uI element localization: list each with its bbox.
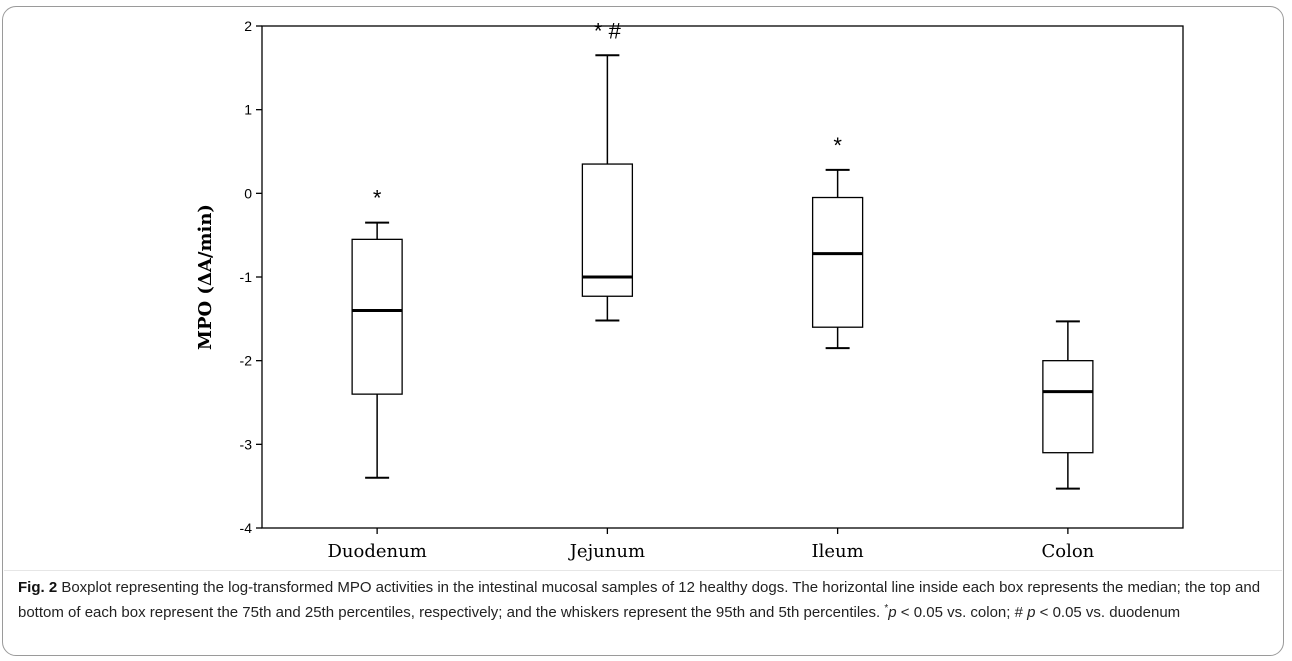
iqr-box — [581, 163, 634, 297]
y-tick-label: -1 — [240, 269, 253, 285]
box-ileum: * — [811, 133, 864, 350]
significance-marker: * — [373, 186, 382, 211]
y-axis-title: MPO (ΔA/min) — [195, 204, 216, 350]
y-tick-label: -3 — [240, 436, 253, 452]
x-tick-label: Duodenum — [327, 541, 426, 562]
iqr-box — [811, 196, 864, 328]
caption-p-symbol-1: p — [888, 604, 897, 621]
caption-significance-1: < 0.05 vs. colon; # — [896, 604, 1028, 621]
significance-marker: * # — [594, 18, 622, 43]
caption-divider — [4, 570, 1282, 571]
y-tick-label: 1 — [244, 102, 252, 118]
figure-label: Fig. 2 — [18, 579, 58, 596]
x-tick-label: Colon — [1041, 541, 1094, 562]
y-tick-label: 2 — [244, 18, 252, 34]
y-tick-label: 0 — [244, 185, 252, 201]
caption-p-symbol-2: p — [1027, 604, 1036, 621]
box-duodenum: * — [351, 186, 403, 479]
boxplot-chart: 210-1-2-3-4 Duodenum Jejunum Ileum Colon **… — [195, 18, 1184, 562]
box-colon — [1042, 320, 1094, 490]
x-axis: Duodenum Jejunum Ileum Colon — [327, 528, 1095, 562]
y-tick-label: -2 — [240, 353, 253, 369]
caption-significance-2: < 0.05 vs. duodenum — [1035, 604, 1181, 621]
iqr-box — [1042, 360, 1094, 454]
y-axis: 2 1 0 -1 -2 -3 -4 — [240, 18, 262, 536]
y-tick-label: -4 — [240, 520, 253, 536]
significance-marker: * — [833, 133, 842, 158]
iqr-box — [351, 238, 403, 395]
figure-caption: Fig. 2 Boxplot representing the log-tran… — [18, 577, 1273, 623]
x-tick-label: Ileum — [812, 541, 864, 562]
box-jejunum: * # — [581, 18, 634, 322]
x-tick-label: Jejunum — [568, 541, 645, 562]
caption-main-text: Boxplot representing the log-transformed… — [18, 579, 1261, 621]
caption-sup-mark: * — [884, 603, 889, 614]
figure-frame — [2, 6, 1284, 656]
boxes: * * # * — [351, 18, 1094, 490]
